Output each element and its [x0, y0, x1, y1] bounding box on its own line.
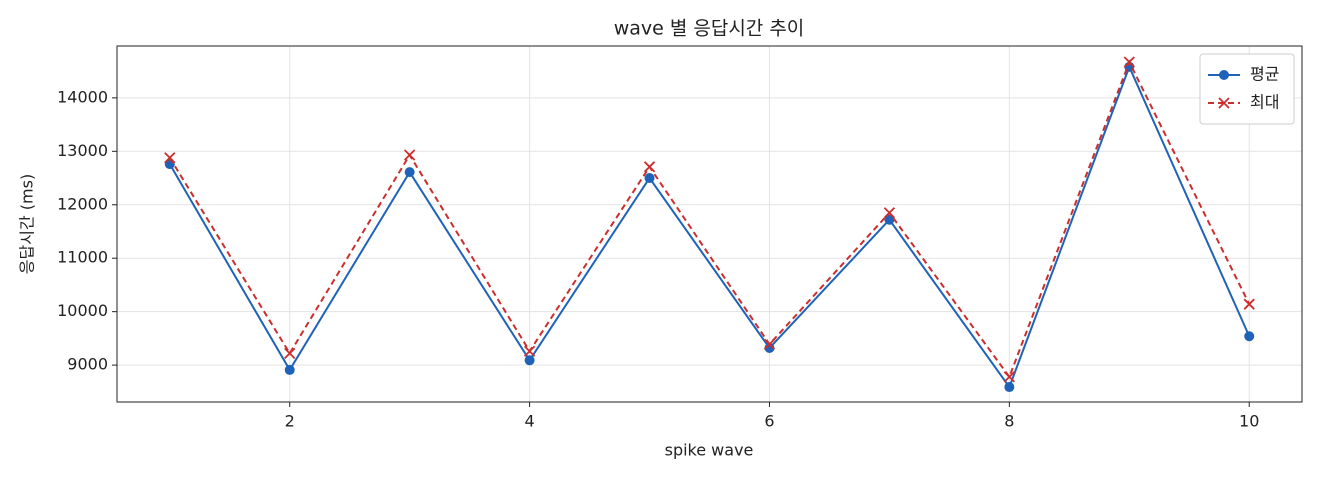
x-tick-label: 8: [1004, 412, 1014, 431]
point: [1243, 298, 1255, 310]
point: [763, 338, 776, 350]
point: [523, 345, 536, 357]
x-tick-label: 2: [285, 412, 295, 431]
point: [1003, 371, 1015, 383]
y-tick-label: 11000: [57, 248, 108, 267]
y-tick-label: 9000: [67, 355, 108, 374]
y-axis-label: 응답시간 (ms): [18, 174, 37, 274]
legend-marker: [1218, 97, 1230, 109]
point: [1244, 331, 1255, 342]
point: [404, 167, 415, 178]
legend-box: [1199, 53, 1295, 125]
legend-label: 최대: [1250, 93, 1279, 112]
point: [884, 214, 895, 225]
legend-marker: [1219, 70, 1229, 80]
x-tick-label: 10: [1239, 412, 1259, 431]
point: [643, 161, 656, 173]
line: [168, 64, 1251, 390]
plot-frame: [116, 45, 1303, 403]
point: [644, 173, 655, 184]
point: [284, 364, 295, 375]
y-tick-label: 12000: [57, 194, 108, 213]
y-tick-label: 14000: [57, 87, 108, 106]
point: [883, 207, 896, 219]
x-tick-label: 4: [524, 412, 534, 431]
y-tick-label: 10000: [57, 301, 108, 320]
legend-label: 평균: [1250, 65, 1279, 84]
line: [168, 59, 1251, 379]
point: [1123, 56, 1135, 68]
point: [524, 355, 535, 366]
x-tick-label: 6: [764, 412, 774, 431]
x-axis-label: spike wave: [665, 441, 754, 460]
chart-title: wave 별 응답시간 추이: [614, 18, 805, 40]
point: [404, 149, 416, 161]
point: [1004, 382, 1015, 393]
point: [164, 152, 176, 164]
point: [284, 347, 296, 359]
y-tick-label: 13000: [57, 141, 108, 160]
